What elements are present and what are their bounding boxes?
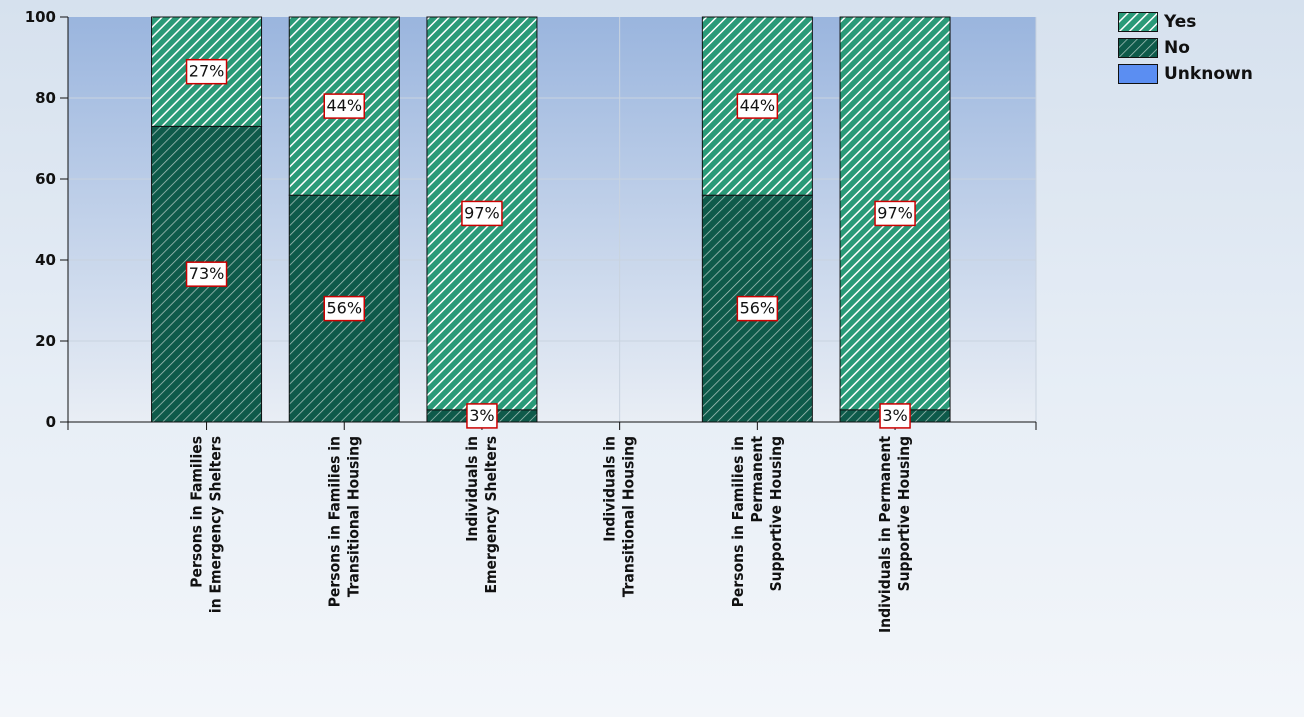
legend-label: Unknown xyxy=(1164,64,1253,84)
data-label-box xyxy=(736,295,779,322)
legend-swatch-no xyxy=(1118,38,1158,58)
y-tick-label: 0 xyxy=(46,413,56,431)
y-tick-label: 60 xyxy=(35,170,56,188)
data-label-box xyxy=(466,403,498,429)
category-label: Persons in Families xyxy=(188,436,206,588)
data-label: 44% xyxy=(326,96,362,115)
data-label: 27% xyxy=(189,62,225,81)
category-label: Individuals in xyxy=(463,436,481,542)
data-label: 56% xyxy=(326,299,362,318)
category-label: Permanent xyxy=(748,436,766,523)
legend-item-yes: Yes xyxy=(1118,10,1253,34)
category-label: in Emergency Shelters xyxy=(207,436,225,613)
data-label: 44% xyxy=(740,96,776,115)
category-label: Individuals in Permanent xyxy=(876,436,894,633)
data-label: 97% xyxy=(877,203,913,222)
data-label: 73% xyxy=(189,264,225,283)
data-label: 3% xyxy=(882,406,907,425)
legend-swatch-unknown xyxy=(1118,64,1158,84)
bars-group xyxy=(151,16,951,423)
data-label-box xyxy=(879,403,911,429)
data-label-box xyxy=(461,200,503,227)
data-label-box xyxy=(323,295,365,322)
data-label-box xyxy=(736,93,779,119)
data-label-box xyxy=(323,93,365,119)
legend-item-unknown: Unknown xyxy=(1118,62,1253,86)
category-label: Individuals in xyxy=(601,436,619,542)
legend-swatch-yes xyxy=(1118,12,1158,32)
category-label: Transitional Housing xyxy=(344,436,362,597)
data-label-box xyxy=(185,261,228,287)
legend-label: Yes xyxy=(1164,12,1197,32)
data-label: 3% xyxy=(469,406,494,425)
data-labels-group: 73% 27% 56% 44% 3% 97% 56% 44% 3% 97% xyxy=(185,58,916,429)
category-label: Transitional Housing xyxy=(620,436,638,597)
data-label: 56% xyxy=(740,299,776,318)
category-label: Emergency Shelters xyxy=(482,436,500,594)
category-label: Persons in Families in xyxy=(729,436,747,607)
category-label: Persons in Families in xyxy=(325,436,343,607)
data-label-box xyxy=(185,58,228,85)
y-tick-label: 20 xyxy=(35,332,56,350)
legend-label: No xyxy=(1164,38,1190,58)
category-label: Supportive Housing xyxy=(895,436,913,591)
data-label-box xyxy=(874,200,916,227)
data-label: 97% xyxy=(464,203,500,222)
category-labels-group: Persons in Families in Emergency Shelters… xyxy=(188,436,913,633)
category-label: Supportive Housing xyxy=(767,436,785,591)
legend: Yes No Unknown xyxy=(1118,10,1253,88)
y-tick-label: 80 xyxy=(35,89,56,107)
legend-item-no: No xyxy=(1118,36,1253,60)
y-tick-label: 40 xyxy=(35,251,56,269)
y-tick-label: 100 xyxy=(25,8,56,26)
